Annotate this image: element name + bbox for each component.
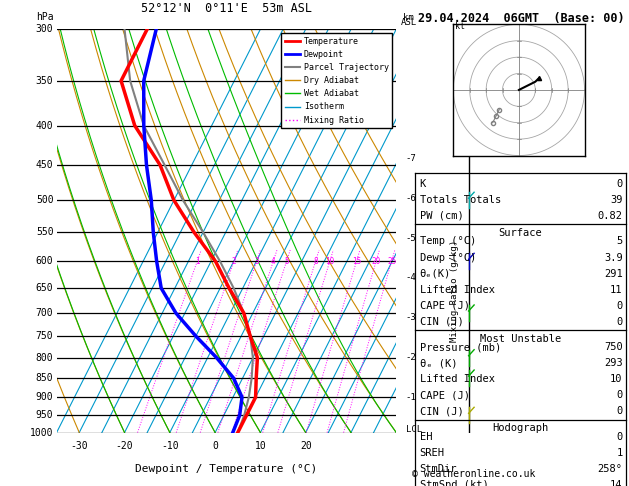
Text: 800: 800 <box>36 353 53 363</box>
Text: 600: 600 <box>36 257 53 266</box>
Text: ASL: ASL <box>401 17 417 27</box>
Text: 0: 0 <box>212 441 218 451</box>
Text: 700: 700 <box>36 308 53 318</box>
Text: 500: 500 <box>36 195 53 205</box>
Text: 0: 0 <box>616 301 623 311</box>
Legend: Temperature, Dewpoint, Parcel Trajectory, Dry Adiabat, Wet Adiabat, Isotherm, Mi: Temperature, Dewpoint, Parcel Trajectory… <box>281 34 392 128</box>
Text: -2: -2 <box>406 353 416 362</box>
Text: -7: -7 <box>406 154 416 163</box>
Text: hPa: hPa <box>36 12 53 22</box>
Text: -30: -30 <box>70 441 88 451</box>
Text: 1000: 1000 <box>30 428 53 437</box>
Text: -20: -20 <box>116 441 133 451</box>
Text: 0: 0 <box>616 406 623 417</box>
Text: 0: 0 <box>616 390 623 400</box>
Text: 0: 0 <box>616 179 623 189</box>
Text: 0: 0 <box>616 317 623 327</box>
Text: Lifted Index: Lifted Index <box>420 374 494 384</box>
Text: 20: 20 <box>372 257 381 266</box>
Text: Dewpoint / Temperature (°C): Dewpoint / Temperature (°C) <box>135 464 318 474</box>
Text: Temp (°C): Temp (°C) <box>420 237 476 246</box>
Text: -1: -1 <box>406 393 416 402</box>
Text: 5: 5 <box>616 237 623 246</box>
Text: km: km <box>403 13 415 22</box>
Text: 4: 4 <box>271 257 276 266</box>
Text: Pressure (mb): Pressure (mb) <box>420 342 501 352</box>
Text: © weatheronline.co.uk: © weatheronline.co.uk <box>412 469 535 479</box>
Text: 350: 350 <box>36 76 53 86</box>
Text: Dewp (°C): Dewp (°C) <box>420 253 476 262</box>
Text: 10: 10 <box>325 257 335 266</box>
Text: Hodograph: Hodograph <box>493 423 548 434</box>
Text: 29.04.2024  06GMT  (Base: 00): 29.04.2024 06GMT (Base: 00) <box>418 12 625 25</box>
Text: 10: 10 <box>255 441 266 451</box>
Text: 3: 3 <box>254 257 259 266</box>
Text: 11: 11 <box>610 285 623 295</box>
Text: LCL: LCL <box>406 425 422 434</box>
Text: CAPE (J): CAPE (J) <box>420 390 469 400</box>
Text: 20: 20 <box>300 441 311 451</box>
Text: 850: 850 <box>36 373 53 383</box>
Text: 450: 450 <box>36 160 53 170</box>
Text: 900: 900 <box>36 392 53 402</box>
Text: 950: 950 <box>36 410 53 420</box>
Text: 25: 25 <box>387 257 396 266</box>
Text: 400: 400 <box>36 121 53 131</box>
Text: Lifted Index: Lifted Index <box>420 285 494 295</box>
Text: Most Unstable: Most Unstable <box>480 333 561 344</box>
Text: CAPE (J): CAPE (J) <box>420 301 469 311</box>
Text: 52°12'N  0°11'E  53m ASL: 52°12'N 0°11'E 53m ASL <box>141 1 312 15</box>
Text: 0: 0 <box>616 432 623 442</box>
Text: 1: 1 <box>616 448 623 458</box>
Text: -6: -6 <box>406 194 416 203</box>
Text: PW (cm): PW (cm) <box>420 211 464 221</box>
Text: Totals Totals: Totals Totals <box>420 195 501 205</box>
Text: θₑ(K): θₑ(K) <box>420 269 451 278</box>
Text: 300: 300 <box>36 24 53 34</box>
Text: CIN (J): CIN (J) <box>420 317 464 327</box>
Text: SREH: SREH <box>420 448 445 458</box>
Text: 15: 15 <box>352 257 361 266</box>
Text: 750: 750 <box>36 331 53 341</box>
Text: 750: 750 <box>604 342 623 352</box>
Text: 0.82: 0.82 <box>598 211 623 221</box>
Text: 39: 39 <box>610 195 623 205</box>
Text: Surface: Surface <box>499 227 542 238</box>
Text: -10: -10 <box>161 441 179 451</box>
Text: 291: 291 <box>604 269 623 278</box>
Text: 5: 5 <box>284 257 289 266</box>
Text: 293: 293 <box>604 358 623 368</box>
Text: 550: 550 <box>36 227 53 237</box>
Text: StmSpd (kt): StmSpd (kt) <box>420 480 488 486</box>
Text: Mixing Ratio (g/kg): Mixing Ratio (g/kg) <box>450 240 459 343</box>
Text: 258°: 258° <box>598 464 623 474</box>
Text: CIN (J): CIN (J) <box>420 406 464 417</box>
Text: 2: 2 <box>231 257 236 266</box>
Text: -3: -3 <box>406 313 416 322</box>
Text: 10: 10 <box>610 374 623 384</box>
Text: 650: 650 <box>36 283 53 293</box>
Text: 3.9: 3.9 <box>604 253 623 262</box>
Text: -4: -4 <box>406 274 416 282</box>
Text: EH: EH <box>420 432 432 442</box>
Text: 1: 1 <box>195 257 199 266</box>
Text: -5: -5 <box>406 234 416 243</box>
Text: 8: 8 <box>313 257 318 266</box>
Text: θₑ (K): θₑ (K) <box>420 358 457 368</box>
Text: StmDir: StmDir <box>420 464 457 474</box>
Text: K: K <box>420 179 426 189</box>
Text: 14: 14 <box>610 480 623 486</box>
Text: kt: kt <box>455 22 465 31</box>
